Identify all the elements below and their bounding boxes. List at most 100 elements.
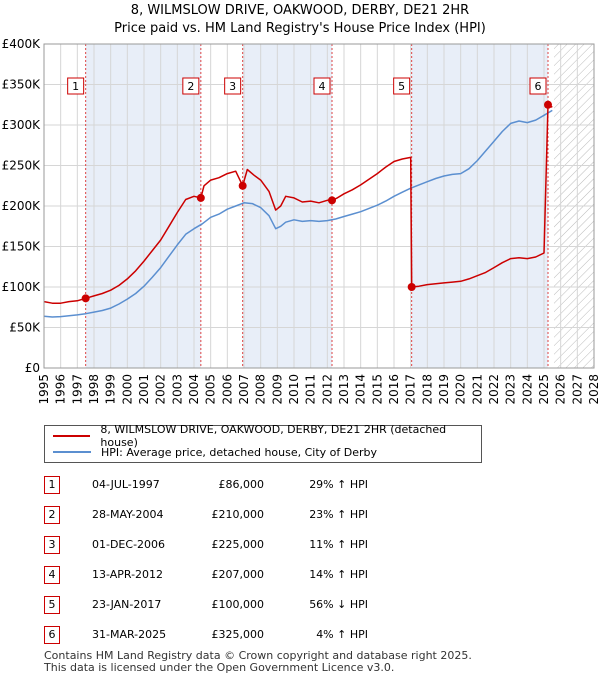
x-tick-label: 2008	[254, 374, 268, 405]
x-tick-label: 2000	[120, 374, 134, 405]
legend-item-property: 8, WILMSLOW DRIVE, OAKWOOD, DERBY, DE21 …	[53, 423, 481, 449]
footer: Contains HM Land Registry data © Crown c…	[44, 650, 472, 674]
chart-title: 8, WILMSLOW DRIVE, OAKWOOD, DERBY, DE21 …	[0, 2, 600, 38]
y-tick-label: £0	[25, 361, 40, 375]
transaction-date: 31-MAR-2025	[92, 628, 167, 641]
transaction-price: £207,000	[211, 568, 265, 581]
y-tick-label: £200K	[2, 199, 42, 213]
x-tick-label: 2027	[570, 374, 584, 405]
transaction-hpi: 29% ↑ HPI	[309, 478, 368, 491]
transaction-price: £86,000	[218, 478, 265, 491]
x-tick-label: 2002	[154, 374, 168, 405]
transaction-date: 13-APR-2012	[92, 568, 164, 581]
property-series-line	[43, 104, 553, 304]
transaction-number: 5	[44, 596, 60, 614]
transaction-row: 5 23-JAN-2017 £100,000 56% ↓ HPI	[44, 594, 544, 616]
x-tick-label: 2001	[137, 374, 151, 405]
transaction-number: 1	[44, 476, 60, 494]
sale-point	[407, 283, 416, 291]
x-tick-label: 1997	[70, 374, 84, 405]
legend-label-property: 8, WILMSLOW DRIVE, OAKWOOD, DERBY, DE21 …	[100, 423, 447, 449]
y-tick-label: £100K	[2, 280, 42, 294]
title-line-1: 8, WILMSLOW DRIVE, OAKWOOD, DERBY, DE21 …	[130, 3, 470, 18]
transaction-number: 3	[44, 536, 60, 554]
y-tick-label: £400K	[2, 37, 42, 51]
legend-item-hpi: HPI: Average price, detached house, City…	[53, 444, 377, 460]
hpi-series-line	[43, 109, 553, 318]
x-tick-label: 2025	[537, 374, 551, 405]
legend-label-hpi: HPI: Average price, detached house, City…	[101, 445, 378, 459]
sale-label-box	[182, 77, 200, 95]
transaction-price: £225,000	[211, 538, 265, 551]
title-line-2: Price paid vs. HM Land Registry's House …	[114, 21, 486, 36]
x-tick-label: 2028	[587, 374, 600, 405]
sale-label-box	[393, 77, 411, 95]
transaction-price: £210,000	[211, 508, 265, 521]
sale-label: 1	[72, 80, 79, 93]
transaction-date: 01-DEC-2006	[92, 538, 166, 551]
price-chart: 1 2 3 4 5 6 £0 £50K £100K £150K £200K £250K £300K £35…	[2, 37, 600, 405]
x-tick-label: 1996	[54, 374, 68, 405]
legend-swatch-hpi	[53, 451, 91, 453]
transaction-number: 2	[44, 506, 60, 524]
x-tick-label: 2019	[437, 374, 451, 405]
x-tick-label: 1999	[104, 374, 118, 405]
x-tick-label: 1995	[37, 374, 51, 405]
sale-label: 4	[319, 80, 326, 93]
x-tick-label: 2003	[170, 374, 184, 405]
y-tick-label: £350K	[2, 78, 42, 92]
footer-copyright: Contains HM Land Registry data © Crown c…	[44, 649, 472, 662]
sale-label: 3	[229, 80, 236, 93]
transaction-hpi: 14% ↑ HPI	[309, 568, 368, 581]
transaction-hpi: 4% ↑ HPI	[316, 628, 368, 641]
sale-point	[238, 181, 247, 190]
x-tick-label: 2018	[420, 374, 434, 405]
x-tick-label: 2006	[220, 374, 234, 405]
x-tick-label: 2020	[454, 374, 468, 405]
transaction-row: 1 04-JUL-1997 £86,000 29% ↑ HPI	[44, 474, 544, 496]
sale-label: 6	[535, 80, 542, 93]
x-tick-label: 2016	[387, 374, 401, 405]
sale-label: 2	[187, 80, 194, 93]
transaction-date: 04-JUL-1997	[92, 478, 160, 491]
transaction-hpi: 11% ↑ HPI	[309, 538, 368, 551]
transaction-row: 3 01-DEC-2006 £225,000 11% ↑ HPI	[44, 534, 544, 556]
sale-label: 5	[398, 80, 405, 93]
x-tick-label: 2010	[287, 374, 301, 405]
sale-point	[544, 100, 552, 109]
transaction-row: 6 31-MAR-2025 £325,000 4% ↑ HPI	[44, 624, 544, 646]
x-tick-label: 1998	[87, 374, 101, 405]
sale-label-box	[529, 77, 547, 95]
transaction-row: 2 28-MAY-2004 £210,000 23% ↑ HPI	[44, 504, 544, 526]
sale-point	[81, 294, 90, 303]
transaction-number: 4	[44, 566, 60, 584]
x-tick-label: 2022	[487, 374, 501, 405]
x-tick-label: 2017	[404, 374, 418, 405]
transaction-number: 6	[44, 626, 60, 644]
transaction-row: 4 13-APR-2012 £207,000 14% ↑ HPI	[44, 564, 544, 586]
x-tick-label: 2023	[504, 374, 518, 405]
x-tick-label: 2014	[354, 374, 368, 405]
x-tick-label: 2026	[554, 374, 568, 405]
sale-point	[328, 196, 336, 205]
x-tick-label: 2004	[187, 374, 201, 405]
y-tick-label: £150K	[2, 240, 42, 254]
sale-label-box	[67, 77, 85, 95]
x-tick-label: 2015	[370, 374, 384, 405]
transaction-date: 28-MAY-2004	[92, 508, 164, 521]
sale-label-box	[313, 77, 331, 95]
x-tick-label: 2011	[304, 374, 318, 405]
transaction-price: £100,000	[211, 598, 265, 611]
x-tick-label: 2024	[520, 374, 534, 405]
y-tick-label: £300K	[2, 118, 42, 132]
transaction-hpi: 23% ↑ HPI	[309, 508, 368, 521]
x-tick-label: 2013	[337, 374, 351, 405]
plot-frame	[43, 43, 595, 369]
sale-point	[196, 193, 205, 202]
legend: 8, WILMSLOW DRIVE, OAKWOOD, DERBY, DE21 …	[44, 423, 482, 463]
legend-swatch-property	[53, 435, 91, 437]
x-tick-label: 2005	[204, 374, 218, 405]
x-tick-label: 2009	[270, 374, 284, 405]
y-tick-label: £50K	[9, 321, 41, 335]
x-tick-label: 2007	[237, 374, 251, 405]
